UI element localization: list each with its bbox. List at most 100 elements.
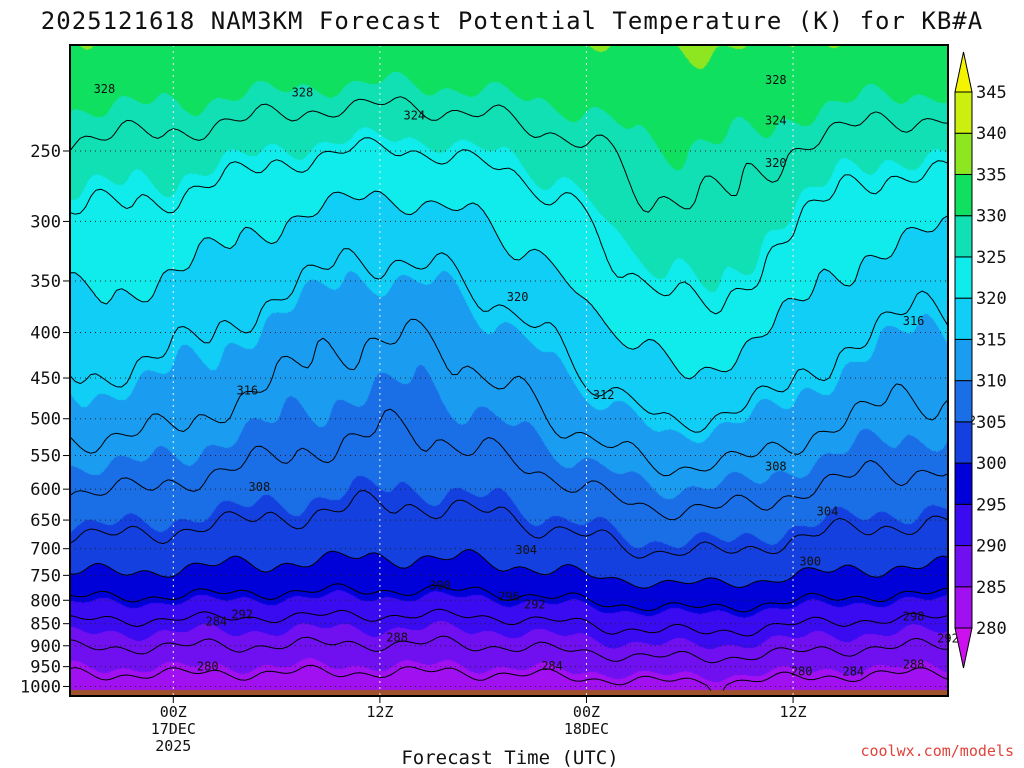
- contour-label: 284: [842, 664, 864, 678]
- y-tick-label: 450: [30, 369, 61, 389]
- colorbar-segment: [954, 297, 973, 340]
- colorbar-segment: [954, 256, 973, 299]
- x-tick-label: 18DEC: [564, 720, 609, 738]
- y-tick-label: 900: [30, 637, 61, 657]
- contour-label-text: 298: [903, 609, 925, 623]
- contour-line-304: [69, 489, 949, 559]
- colorbar-tick-label: 300: [976, 454, 1007, 474]
- colorbar-segment: [954, 132, 973, 175]
- contour-label-text: 288: [903, 658, 925, 672]
- colorbar-segment: [954, 627, 973, 669]
- contour-label-text: 304: [817, 505, 839, 519]
- colorbar-tick-label: 325: [976, 248, 1007, 268]
- colorbar-segment: [954, 421, 973, 464]
- contour-label: 324: [765, 113, 787, 127]
- colorbar-segment: [954, 51, 973, 93]
- contour-label: 312: [593, 388, 615, 402]
- colorbar-tick-label: 280: [976, 619, 1007, 639]
- contour-line-316: [69, 248, 949, 433]
- colorbar-segment: [954, 462, 973, 505]
- contour-label-text: 300: [429, 579, 451, 593]
- filled-contours: [70, 45, 948, 696]
- contour-line-296: [69, 583, 949, 613]
- colorbar-segment: [954, 545, 973, 588]
- contour-label-text: 292: [524, 598, 546, 612]
- colorbar-segment: [954, 380, 973, 423]
- contour-label: 304: [515, 543, 537, 557]
- chart-title: 2025121618 NAM3KM Forecast Potential Tem…: [41, 7, 983, 35]
- y-tick-label: 550: [30, 447, 61, 467]
- y-tick-label: 850: [30, 615, 61, 635]
- contour-label-text: 316: [903, 314, 925, 328]
- contour-line-292: [69, 608, 949, 637]
- contour-label-text: 296: [498, 589, 520, 603]
- contour-line-320: [69, 190, 949, 380]
- colorbar-segment: [954, 173, 973, 217]
- contour-label-text: 292: [231, 607, 253, 621]
- colorbar-tick-label: 345: [976, 83, 1007, 103]
- y-tick-label: 950: [30, 658, 61, 678]
- contour-label-text: 284: [842, 664, 864, 678]
- plot-frame: [69, 44, 949, 697]
- x-tick-label: 00Z: [573, 703, 600, 721]
- contour-label-text: 328: [292, 86, 314, 100]
- contour-label-text: 316: [236, 384, 258, 398]
- x-axis-title: Forecast Time (UTC): [401, 747, 618, 768]
- colorbar-tick-label: 290: [976, 537, 1007, 557]
- contour-line-328: [69, 96, 949, 213]
- contour-label: 296: [498, 589, 520, 603]
- colorbar-tick-label: 315: [976, 330, 1007, 350]
- contour-label: 284: [541, 659, 563, 673]
- y-tick-label: 300: [30, 212, 61, 232]
- y-tick-label: 800: [30, 591, 61, 611]
- contour-line-284: [69, 664, 949, 691]
- y-tick-label: 400: [30, 324, 61, 344]
- contour-label: 328: [94, 82, 116, 96]
- y-tick-label: 700: [30, 540, 61, 560]
- contour-label-text: 324: [765, 113, 787, 127]
- colorbar-tick-label: 330: [976, 207, 1007, 227]
- contour-line-288: [69, 635, 949, 664]
- plot-overlay: 3283283243283243203203163163123123083083…: [69, 44, 976, 697]
- colorbar-segment: [954, 586, 973, 629]
- contour-label: 300: [429, 579, 451, 593]
- contour-label: 320: [765, 156, 787, 170]
- contour-label-text: 328: [94, 82, 116, 96]
- colorbar-tick-label: 285: [976, 578, 1007, 598]
- contour-label: 324: [403, 108, 425, 122]
- contour-label-text: 284: [205, 614, 227, 628]
- contour-label: 288: [386, 631, 408, 645]
- colorbar-tick-label: 305: [976, 413, 1007, 433]
- contour-label-text: 312: [593, 388, 615, 402]
- x-tick-label: 12Z: [780, 703, 807, 721]
- contour-label: 328: [765, 73, 787, 87]
- contour-label-text: 288: [386, 631, 408, 645]
- contour-label-text: 308: [765, 460, 787, 474]
- colorbar-tick-label: 310: [976, 372, 1007, 392]
- colorbar: 280 285 290 295 300 305 310 315 320 325 330 335 340 3…: [954, 51, 1007, 669]
- contour-line-324: [69, 137, 949, 315]
- contour-label: 298: [903, 609, 925, 623]
- y-tick-label: 500: [30, 410, 61, 430]
- colorbar-tick-label: 340: [976, 124, 1007, 144]
- contour-label-text: 328: [765, 73, 787, 87]
- contour-label-text: 308: [249, 480, 271, 494]
- x-tick-label: 2025: [155, 737, 191, 755]
- contour-label: 292: [524, 598, 546, 612]
- contour-label: 316: [236, 384, 258, 398]
- contour-label: 320: [507, 290, 529, 304]
- contour-label: 284: [205, 614, 227, 628]
- colorbar-segment: [954, 338, 973, 382]
- contour-label: 292: [231, 607, 253, 621]
- contour-label: 280: [197, 660, 219, 674]
- y-tick-label: 350: [30, 272, 61, 292]
- contour-label-text: 280: [197, 660, 219, 674]
- contour-label-text: 320: [765, 156, 787, 170]
- contour-label-text: 320: [507, 290, 529, 304]
- y-tick-label: 1000: [20, 677, 61, 697]
- contour-line-308: [69, 408, 949, 521]
- y-axis: 2503003504004505005506006507007508008509…: [20, 142, 70, 697]
- contour-label-text: 284: [541, 659, 563, 673]
